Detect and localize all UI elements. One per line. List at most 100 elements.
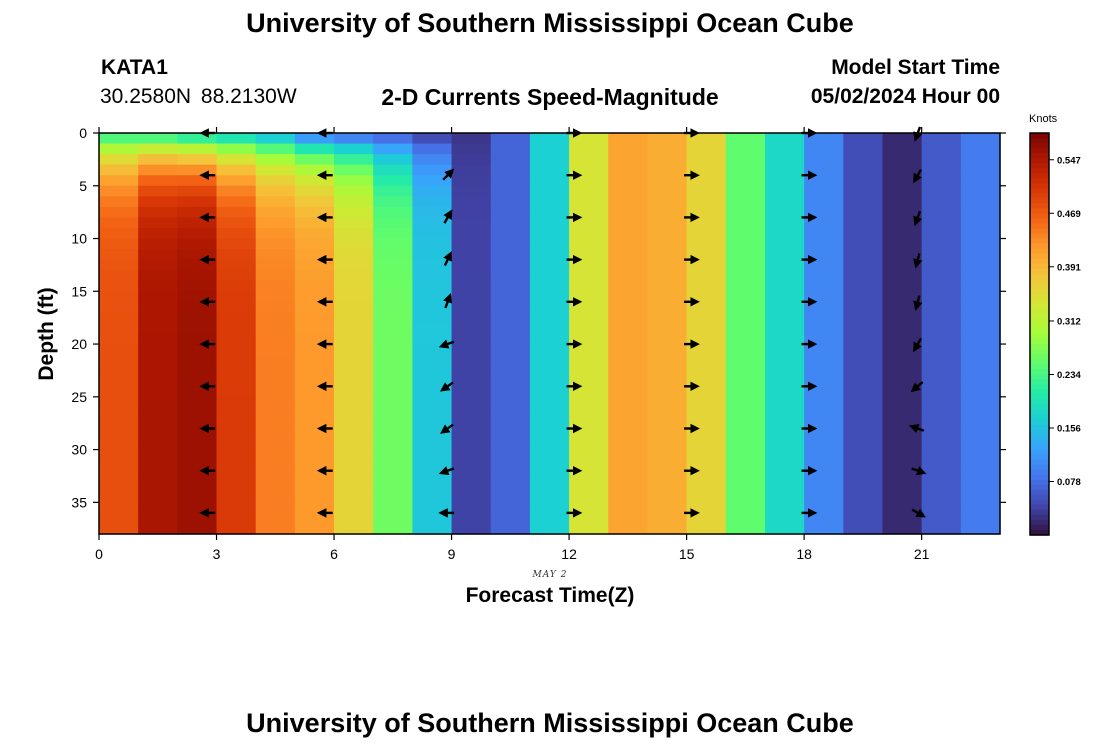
- heatmap-cell: [99, 164, 139, 176]
- heatmap-cell: [804, 417, 844, 430]
- heatmap-cell: [804, 322, 844, 335]
- colorbar-segment: [1030, 143, 1049, 149]
- current-vector-arrow: [911, 466, 927, 476]
- heatmap-cell: [921, 407, 962, 419]
- heatmap-cell: [412, 143, 453, 155]
- heatmap-cell: [373, 439, 413, 451]
- heatmap-cell: [843, 143, 884, 155]
- heatmap-cell: [412, 312, 453, 324]
- heatmap-cell: [334, 164, 374, 176]
- heatmap-cell: [255, 344, 296, 356]
- heatmap-cell: [960, 333, 1001, 345]
- heatmap-cell: [529, 523, 570, 535]
- heatmap-cell: [686, 322, 727, 335]
- heatmap-cell: [412, 491, 453, 503]
- heatmap-cell: [882, 175, 923, 187]
- heatmap-cell: [686, 227, 727, 240]
- heatmap-cell: [569, 386, 609, 398]
- heatmap-cell: [647, 491, 688, 503]
- heatmap-cell: [921, 133, 962, 145]
- colorbar-segment: [1030, 248, 1049, 255]
- heatmap-cell: [138, 344, 178, 356]
- heatmap-cell: [490, 206, 531, 219]
- heatmap-cell: [725, 375, 766, 387]
- heatmap-cell: [647, 470, 688, 482]
- heatmap-cell: [177, 491, 218, 503]
- colorbar-segment: [1030, 349, 1049, 355]
- axes: 0 3 6 9 12 15 18 21 0 5 10 15 20 25 30 35: [71, 125, 1006, 562]
- heatmap-cell: [177, 333, 218, 345]
- heatmap-cell: [216, 238, 257, 250]
- heatmap-cell: [804, 154, 844, 166]
- heatmap-cell: [608, 206, 649, 219]
- heatmap-cell: [216, 428, 257, 440]
- heatmap-cell: [138, 259, 178, 271]
- heatmap-cell: [647, 217, 688, 229]
- heatmap-cell: [529, 185, 570, 197]
- heatmap-cell: [686, 512, 727, 525]
- heatmap-cell: [99, 523, 139, 535]
- heatmap-cell: [412, 238, 453, 250]
- heatmap-cell: [569, 291, 609, 303]
- colorbar-frame: [1029, 132, 1050, 536]
- heatmap-cell: [216, 439, 257, 451]
- heatmap-cell: [843, 227, 884, 240]
- heatmap-cell: [490, 386, 531, 398]
- heatmap-cell: [177, 396, 218, 408]
- heatmap-cell: [921, 460, 962, 472]
- colorbar-segment: [1030, 298, 1049, 305]
- heatmap-cell: [490, 375, 531, 387]
- heatmap-cell: [412, 164, 453, 176]
- heatmap-cell: [569, 375, 609, 387]
- heatmap-cell: [490, 227, 531, 240]
- heatmap-cell: [373, 354, 413, 366]
- heatmap-cell: [882, 407, 923, 419]
- heatmap-cell: [490, 164, 531, 176]
- heatmap-cell: [255, 502, 296, 514]
- heatmap-cell: [373, 460, 413, 472]
- heatmap-cell: [882, 386, 923, 398]
- current-vector-arrow: [438, 339, 455, 349]
- heatmap-cell: [882, 270, 923, 282]
- heatmap-cell: [412, 322, 453, 335]
- heatmap-cell: [451, 481, 492, 493]
- colorbar-segment: [1030, 514, 1049, 521]
- heatmap-cell: [490, 344, 531, 356]
- heatmap-cell: [412, 333, 453, 345]
- heatmap-cell: [686, 154, 727, 166]
- heatmap-cell: [490, 512, 531, 525]
- heatmap-cell: [764, 227, 805, 240]
- heatmap-cell: [294, 143, 335, 155]
- heatmap-cell: [764, 428, 805, 440]
- colorbar-segment: [1030, 323, 1049, 330]
- heatmap-cell: [843, 280, 884, 292]
- heatmap-cell: [529, 270, 570, 282]
- heatmap-cell: [686, 164, 727, 176]
- colorbar-segment: [1030, 138, 1049, 144]
- heatmap-cell: [960, 291, 1001, 303]
- heatmap-cell: [647, 449, 688, 461]
- colorbar-segment: [1030, 519, 1049, 526]
- heatmap-cell: [99, 175, 139, 187]
- colorbar-segment: [1030, 449, 1049, 456]
- heatmap-cell: [608, 523, 649, 535]
- heatmap-cell: [177, 481, 218, 493]
- heatmap-cell: [138, 481, 178, 493]
- heatmap-cell: [177, 291, 218, 303]
- heatmap-cell: [569, 154, 609, 166]
- heatmap-cell: [921, 344, 962, 356]
- heatmap-cell: [725, 301, 766, 313]
- colorbar-segment: [1030, 133, 1049, 139]
- heatmap-cell: [255, 206, 296, 219]
- heatmap-cell: [608, 365, 649, 377]
- heatmap-cell: [177, 185, 218, 197]
- y-tick-label: 35: [71, 494, 87, 510]
- heatmap-cell: [882, 154, 923, 166]
- heatmap-cell: [529, 154, 570, 166]
- heatmap-cell: [764, 375, 805, 387]
- heatmap-cell: [216, 312, 257, 324]
- heatmap-cell: [177, 322, 218, 335]
- colorbar-segment: [1030, 188, 1049, 194]
- heatmap-cell: [490, 449, 531, 461]
- heatmap-cell: [569, 259, 609, 271]
